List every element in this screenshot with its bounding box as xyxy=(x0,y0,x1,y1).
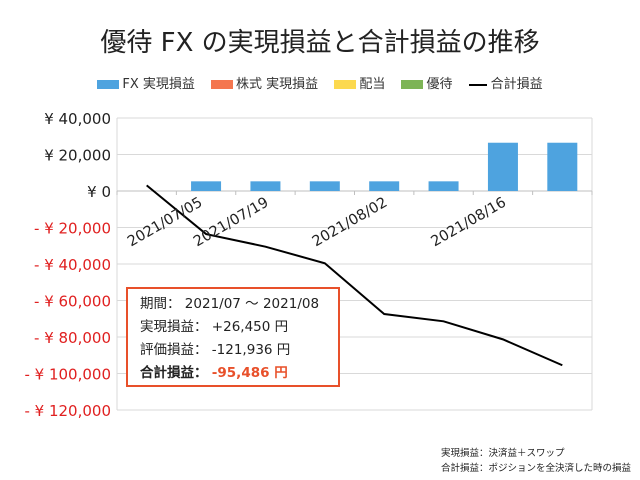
bar-fx xyxy=(428,181,459,191)
legend-benefit: 優待 xyxy=(401,73,452,92)
legend-total: 合計損益 xyxy=(468,73,543,92)
period-value: 2021/07 ～ 2021/08 xyxy=(184,296,320,312)
legend: FX 実現損益 株式 実現損益 配当 優待 合計損益 xyxy=(0,73,640,92)
x-tick-label: 2021/08/16 xyxy=(429,195,509,251)
y-tick-label: - ¥ 120,000 xyxy=(24,402,111,420)
bar-fx xyxy=(369,181,400,191)
total-value: -95,486 円 xyxy=(211,365,288,381)
y-tick-label: - ¥ 20,000 xyxy=(34,220,111,238)
bar-fx xyxy=(487,142,518,191)
x-tick-label: 2021/08/02 xyxy=(310,195,390,251)
realized-value: +26,450 円 xyxy=(211,319,289,335)
y-tick-label: - ¥ 40,000 xyxy=(34,256,111,274)
legend-label: 優待 xyxy=(426,77,453,92)
unrealized-label: 評価損益： xyxy=(140,342,208,358)
legend-label: FX 実現損益 xyxy=(122,77,195,92)
total-label: 合計損益： xyxy=(140,365,208,381)
bar-fx xyxy=(250,181,281,191)
bar-fx xyxy=(309,181,340,191)
legend-swatch-stock xyxy=(211,80,234,89)
y-tick-label: ¥ 20,000 xyxy=(44,147,111,165)
y-tick-label: ¥ 0 xyxy=(87,183,111,201)
y-tick-label: - ¥ 100,000 xyxy=(24,366,111,384)
summary-box: 期間： 2021/07 ～ 2021/08 実現損益： +26,450 円 評価… xyxy=(126,287,340,387)
legend-stock: 株式 実現損益 xyxy=(211,73,318,92)
bar-fx xyxy=(191,181,222,191)
legend-label: 合計損益 xyxy=(490,77,543,92)
footnote: 合計損益：ポジションを全決済した時の損益 xyxy=(441,463,632,474)
total-row: 合計損益： -95,486 円 xyxy=(140,362,338,385)
legend-swatch-dividend xyxy=(334,80,357,89)
realized-row: 実現損益： +26,450 円 xyxy=(140,316,338,339)
period-row: 期間： 2021/07 ～ 2021/08 xyxy=(140,293,338,316)
chart-title: 優待 FX の実現損益と合計損益の推移 xyxy=(100,28,540,58)
legend-fx: FX 実現損益 xyxy=(97,73,195,92)
unrealized-row: 評価損益： -121,936 円 xyxy=(140,339,338,362)
realized-label: 実現損益： xyxy=(140,319,208,335)
unrealized-value: -121,936 円 xyxy=(211,342,291,358)
legend-label: 配当 xyxy=(359,77,386,92)
y-tick-label: ¥ 40,000 xyxy=(44,110,111,128)
legend-label: 株式 実現損益 xyxy=(236,77,319,92)
period-label: 期間： xyxy=(140,296,181,312)
legend-dividend: 配当 xyxy=(334,73,385,92)
footnotes: 実現損益：決済益＋スワップ 合計損益：ポジションを全決済した時の損益 xyxy=(441,446,631,476)
legend-swatch-fx xyxy=(97,80,120,89)
x-tick-label: 2021/07/19 xyxy=(191,195,271,251)
bar-fx xyxy=(547,142,578,191)
legend-line-total xyxy=(468,83,487,86)
legend-swatch-benefit xyxy=(401,80,424,89)
footnote: 実現損益：決済益＋スワップ xyxy=(441,448,565,459)
line-total xyxy=(146,184,563,367)
y-tick-label: - ¥ 80,000 xyxy=(34,329,111,347)
y-tick-label: - ¥ 60,000 xyxy=(34,293,111,311)
